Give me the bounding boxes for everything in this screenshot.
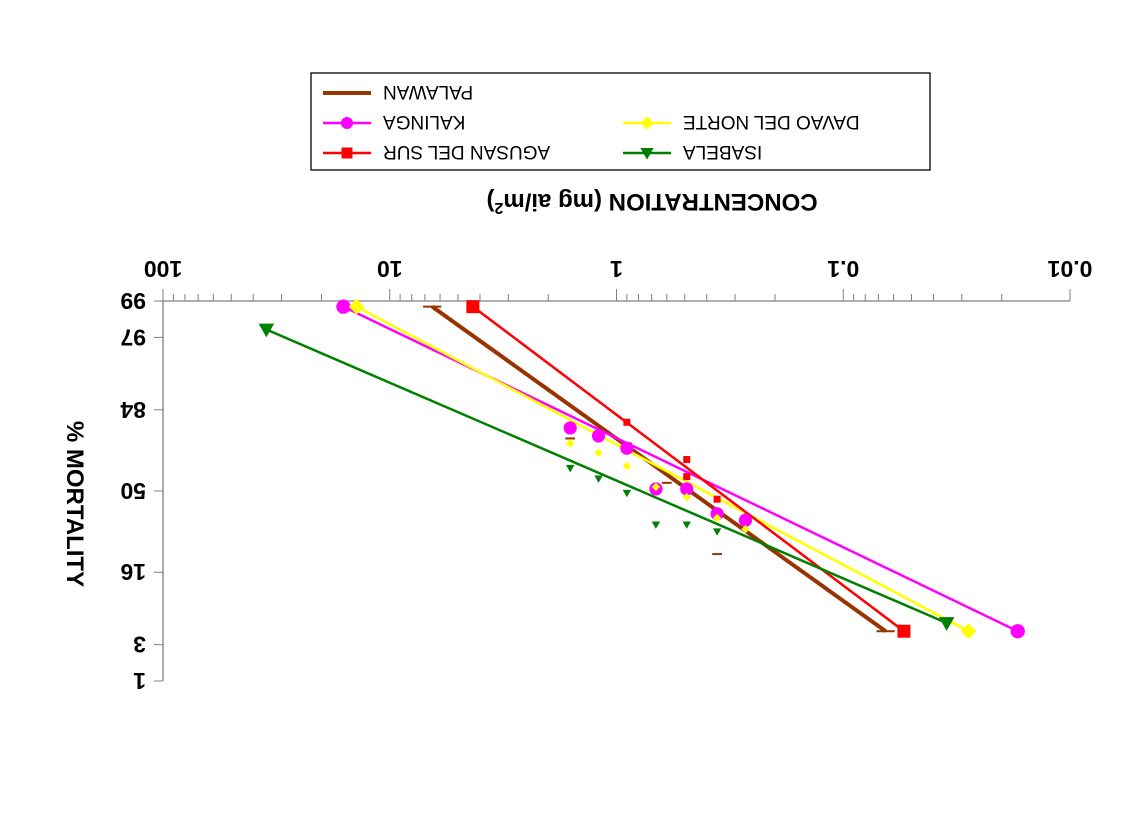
data-point-agusan-del-sur bbox=[683, 456, 691, 464]
fit-line-palawan bbox=[431, 305, 887, 633]
legend-label: KALINGA bbox=[383, 111, 466, 132]
data-point-davao-del-norte bbox=[622, 461, 632, 471]
data-point-isabela bbox=[682, 521, 691, 529]
legend-label: DAVAO DEL NORTE bbox=[683, 111, 860, 132]
y-tick-label: 97 bbox=[120, 324, 146, 350]
axes: 0.01 0.1 1 10 100 1 3 16 50 84 97 99 bbox=[120, 256, 1092, 694]
legend-marker-agusan-del-sur bbox=[341, 147, 353, 159]
fit-end-marker-isabela bbox=[258, 323, 275, 338]
legend-marker-kalinga bbox=[340, 116, 354, 130]
data-point-isabela bbox=[566, 465, 575, 473]
x-axis-title: CONCENTRATION (mg ai/m2) bbox=[486, 188, 817, 216]
legend-label: AGUSAN DEL SUR bbox=[383, 141, 550, 162]
y-tick-label: 50 bbox=[120, 478, 146, 504]
fit-end-marker-isabela bbox=[938, 617, 955, 631]
legend-entry-palawan: PALAWAN bbox=[323, 81, 473, 102]
legend-entry-agusan-del-sur: AGUSAN DEL SUR bbox=[323, 141, 550, 162]
data-point-isabela bbox=[594, 475, 603, 483]
y-tick-label: 84 bbox=[120, 397, 146, 423]
x-tick-label: 0.1 bbox=[827, 256, 859, 282]
legend-label: ISABELA bbox=[683, 141, 763, 162]
data-point-isabela bbox=[622, 489, 632, 498]
data-points bbox=[258, 298, 1025, 640]
data-point-davao-del-norte bbox=[566, 439, 575, 448]
data-point-davao-del-norte bbox=[682, 492, 691, 502]
x-tick-label: 10 bbox=[377, 256, 403, 282]
legend-entry-isabela: ISABELA bbox=[623, 141, 762, 162]
legend-entry-kalinga: KALINGA bbox=[323, 111, 465, 132]
fit-end-marker-kalinga bbox=[336, 299, 351, 314]
data-point-agusan-del-sur bbox=[713, 495, 721, 503]
y-tick-label: 16 bbox=[120, 559, 146, 585]
data-point-agusan-del-sur bbox=[683, 473, 691, 481]
fit-end-marker-agusan-del-sur bbox=[897, 624, 911, 638]
data-point-isabela bbox=[651, 521, 661, 529]
x-tick-label: 100 bbox=[144, 256, 182, 282]
legend-marker-isabela bbox=[640, 148, 654, 160]
fit-line-isabela bbox=[265, 328, 948, 625]
data-point-kalinga bbox=[563, 421, 577, 435]
data-point-agusan-del-sur bbox=[623, 418, 631, 426]
x-tick-label: 1 bbox=[610, 256, 623, 282]
y-tick-label: 1 bbox=[133, 668, 146, 694]
legend-marker-davao-del-norte bbox=[640, 116, 654, 130]
data-point-kalinga bbox=[738, 513, 753, 527]
data-point-kalinga bbox=[591, 429, 606, 443]
data-point-kalinga bbox=[680, 482, 694, 496]
fit-line-agusan-del-sur bbox=[472, 305, 905, 633]
y-tick-label: 3 bbox=[133, 632, 146, 658]
fit-end-marker-agusan-del-sur bbox=[466, 300, 480, 314]
data-point-isabela bbox=[712, 528, 722, 536]
fit-line-kalinga bbox=[342, 305, 1019, 633]
legend-entry-davao-del-norte: DAVAO DEL NORTE bbox=[623, 111, 860, 132]
data-point-davao-del-norte bbox=[594, 448, 603, 458]
legend: PALAWAN KALINGA DAVAO DEL NORTE AGUSAN DEL … bbox=[310, 72, 931, 171]
fit-lines bbox=[265, 305, 1019, 633]
fit-end-marker-davao-del-norte bbox=[348, 298, 365, 315]
fit-end-marker-kalinga bbox=[1010, 624, 1025, 639]
legend-label: PALAWAN bbox=[383, 81, 473, 102]
x-tick-label: 0.01 bbox=[1047, 256, 1092, 282]
data-point-kalinga bbox=[710, 507, 724, 521]
fit-line-davao-del-norte bbox=[356, 305, 970, 633]
y-axis-title: % MORTALITY bbox=[61, 421, 88, 587]
legend-box bbox=[310, 72, 931, 171]
y-tick-label: 99 bbox=[120, 288, 146, 314]
data-point-kalinga bbox=[620, 441, 634, 455]
fit-end-marker-davao-del-norte bbox=[960, 623, 977, 640]
